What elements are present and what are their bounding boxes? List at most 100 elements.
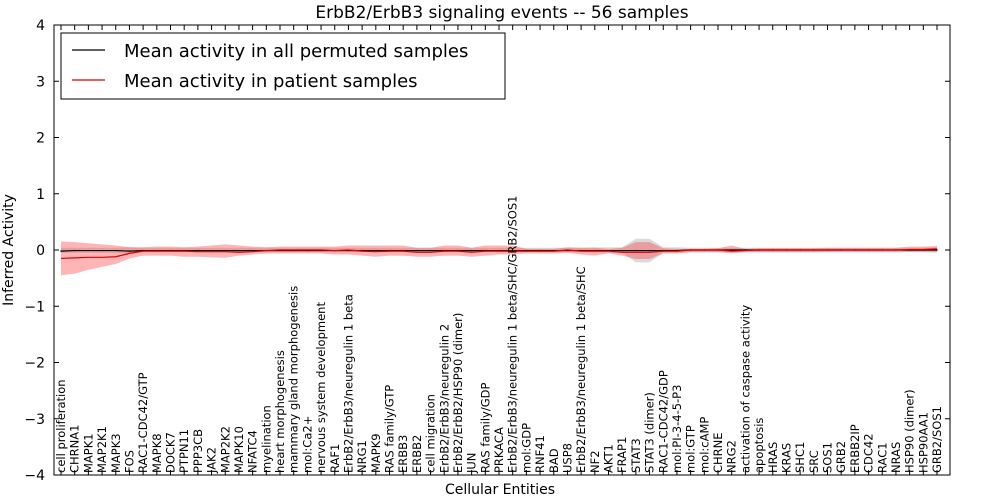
legend-box <box>60 32 506 100</box>
x-tick-label: AKT1 <box>602 444 616 473</box>
x-tick-label: MAPK3 <box>109 433 123 473</box>
y-tick-label: −1 <box>24 299 45 315</box>
point-permuted <box>429 249 432 252</box>
x-tick-label: SOS1 <box>821 442 835 473</box>
x-tick-label: KRAS <box>779 443 793 473</box>
x-tick-label: RAC1-CDC42/GDP <box>656 370 670 473</box>
x-tick-label: ErbB2/ErbB3/neuregulin 1 beta <box>341 294 355 473</box>
point-permuted <box>87 249 90 252</box>
x-ticks: cell proliferation CHRNA1 MAPK1 MAP2K1 MAPK3… <box>54 25 944 475</box>
x-tick-label: mol:GTP <box>684 425 698 473</box>
x-tick-label: mol:GDP <box>519 423 533 473</box>
x-tick-label: nervous system development <box>314 302 328 473</box>
legend-label-patient: Mean activity in patient samples <box>124 71 418 92</box>
y-tick-label: 3 <box>36 74 45 90</box>
x-tick-label: HRAS <box>766 442 780 473</box>
point-permuted <box>197 249 199 252</box>
x-tick-label: PRKACA <box>492 427 506 473</box>
point-permuted <box>210 249 213 252</box>
x-tick-label: SRC <box>807 450 821 473</box>
point-permuted <box>60 250 62 252</box>
legend: Mean activity in all permuted samples Me… <box>60 32 506 100</box>
point-permuted <box>224 249 226 252</box>
x-tick-label: NRAS <box>889 442 903 473</box>
x-tick-label: STAT3 (dimer) <box>643 392 657 473</box>
point-permuted <box>73 249 76 252</box>
y-tick-label: −3 <box>24 412 45 428</box>
x-tick-label: MAP2K2 <box>218 426 232 473</box>
x-tick-label: NF2 <box>588 450 602 473</box>
point-permuted <box>416 249 418 252</box>
x-tick-label: ErbB2/ErbB3/neuregulin 1 beta/SHC/GRB2/S… <box>506 196 520 473</box>
x-tick-label: HSP90AA1 <box>916 412 930 473</box>
x-tick-label: RAS family/GDP <box>478 383 492 473</box>
x-tick-label: MAPK10 <box>232 426 246 473</box>
x-tick-label: PTPN11 <box>177 429 191 473</box>
point-permuted <box>115 249 117 252</box>
x-tick-label: CHRNE <box>711 432 725 473</box>
x-tick-label: USP8 <box>560 443 574 473</box>
x-tick-label: MAPK9 <box>369 433 383 473</box>
legend-label-permuted: Mean activity in all permuted samples <box>124 41 468 62</box>
point-permuted <box>936 249 938 251</box>
point-permuted <box>648 249 651 252</box>
x-tick-label: DOCK7 <box>164 432 178 473</box>
x-tick-label: STAT3 <box>629 438 643 473</box>
x-tick-label: ErbB2/ErbB2/HSP90 (dimer) <box>451 313 465 473</box>
y-tick-label: 2 <box>36 131 45 147</box>
y-tick-label: 1 <box>36 187 45 203</box>
x-tick-label: CHRNA1 <box>68 425 82 473</box>
x-tick-label: SHC1 <box>793 442 807 473</box>
chart-title: ErbB2/ErbB3 signaling events -- 56 sampl… <box>315 3 688 23</box>
x-tick-label: MAPK1 <box>81 433 95 473</box>
y-tick-label: 0 <box>36 243 45 259</box>
x-tick-label: HSP90 (dimer) <box>903 389 917 473</box>
x-tick-label: ErbB2/ErbB3/neuregulin 2 <box>437 324 451 473</box>
x-tick-label: heart morphogenesis <box>273 350 287 473</box>
x-tick-label: CDC42 <box>862 433 876 473</box>
y-tick-label: −2 <box>24 356 45 372</box>
point-permuted <box>101 249 103 252</box>
x-tick-label: ERBB2IP <box>848 424 862 473</box>
x-tick-label: RAF1 <box>328 444 342 473</box>
x-tick-label: mammary gland morphogenesis <box>287 286 301 473</box>
plot-frame <box>53 24 951 476</box>
x-tick-label: RAC1 <box>875 442 889 473</box>
x-tick-label: RNF41 <box>533 435 547 473</box>
point-permuted <box>238 249 240 252</box>
x-tick-label: mol:cAMP <box>697 417 711 473</box>
x-tick-label: ERBB3 <box>396 435 410 473</box>
x-tick-label: GRB2/SOS1 <box>930 406 944 473</box>
x-tick-label: RAC1-CDC42/GTP <box>136 372 150 473</box>
x-axis-label: Cellular Entities <box>445 482 555 498</box>
x-tick-label: cell migration <box>424 394 438 473</box>
x-tick-label: MAPK8 <box>150 433 164 473</box>
y-tick-label: −4 <box>24 468 45 484</box>
y-axis-label: Inferred Activity <box>1 194 17 306</box>
x-tick-label: GRB2 <box>834 441 848 473</box>
x-tick-label: BAD <box>547 448 561 473</box>
point-permuted <box>470 249 473 252</box>
x-tick-label: activation of caspase activity <box>738 305 752 473</box>
point-permuted <box>621 249 623 252</box>
x-tick-label: apoptosis <box>752 418 766 473</box>
x-tick-label: mol:PI-3-4-5-P3 <box>670 385 684 473</box>
point-permuted <box>128 250 131 252</box>
x-tick-label: cell proliferation <box>54 379 68 473</box>
x-tick-label: RAS family/GTP <box>383 385 397 473</box>
x-tick-label: mol:Ca2+ <box>300 416 314 473</box>
x-tick-label: JUN <box>465 453 479 474</box>
point-permuted <box>635 249 637 252</box>
x-tick-label: MAP2K1 <box>95 426 109 473</box>
x-tick-label: PPP3CB <box>191 429 205 473</box>
x-tick-label: NFATC4 <box>246 430 260 473</box>
point-permuted <box>251 249 254 252</box>
y-tick-label: 4 <box>36 18 45 34</box>
x-tick-label: FRAP1 <box>615 437 629 473</box>
x-tick-label: NRG1 <box>355 440 369 473</box>
series-lines <box>60 248 938 260</box>
x-tick-label: myelination <box>259 405 273 473</box>
line-patient <box>60 248 938 260</box>
x-tick-label: ERBB2 <box>410 435 424 473</box>
